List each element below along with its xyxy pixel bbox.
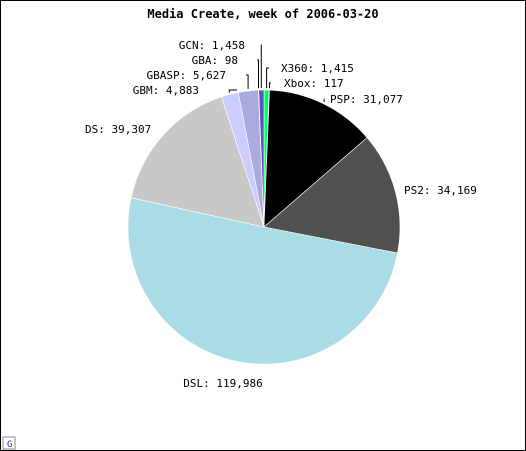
footer-logo-text: G — [7, 440, 12, 450]
pie-slice-ds — [130, 96, 265, 228]
chart-title: Media Create, week of 2006-03-20 — [147, 7, 378, 21]
pie-slice-gcn — [258, 89, 265, 228]
pie-slices — [127, 89, 401, 365]
leader-line-gba — [257, 59, 259, 89]
slice-label-gbasp: GBASP: 5,627 — [147, 69, 226, 82]
leader-line-xbox — [268, 82, 271, 89]
slice-label-gcn: GCN: 1,458 — [179, 39, 245, 52]
slice-label-ds: DS: 39,307 — [85, 123, 151, 136]
slice-labels: X360: 1,415 Xbox: 117 PSP: 31,077 PS2: 34,1… — [85, 39, 477, 390]
slice-label-xbox: Xbox: 117 — [284, 77, 344, 90]
pie-slice-psp — [263, 89, 368, 228]
leader-line-gbm — [228, 89, 237, 93]
leader-line-gbasp — [246, 74, 249, 89]
slice-label-x360: X360: 1,415 — [281, 62, 354, 75]
slice-label-ps2: PS2: 34,169 — [404, 184, 477, 197]
footer-logo-box — [2, 436, 16, 450]
slice-label-gba: GBA: 98 — [192, 54, 238, 67]
leader-line-x360 — [266, 67, 269, 88]
slice-label-gbm: GBM: 4,883 — [133, 84, 199, 97]
pie-slice-ps2 — [263, 137, 401, 254]
pie-slice-dsl — [127, 197, 398, 365]
slice-label-psp: PSP: 31,077 — [330, 93, 403, 106]
slice-label-dsl: DSL: 119,986 — [183, 377, 262, 390]
footer-logo: G — [2, 436, 16, 450]
leader-lines — [228, 44, 325, 102]
